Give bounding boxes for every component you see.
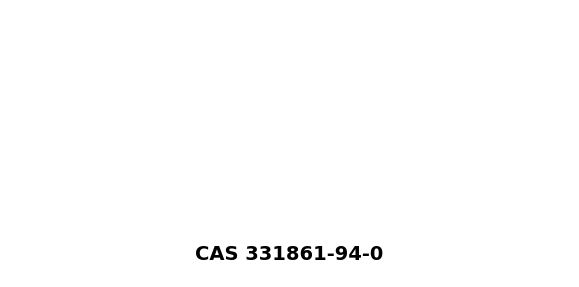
- Text: CAS 331861-94-0: CAS 331861-94-0: [195, 245, 384, 263]
